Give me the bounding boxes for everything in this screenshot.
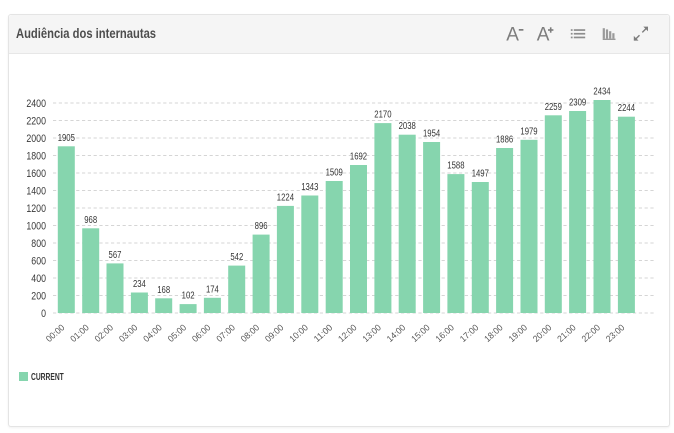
- svg-text:200: 200: [31, 290, 46, 302]
- svg-text:1886: 1886: [496, 135, 514, 146]
- svg-text:234: 234: [133, 279, 146, 290]
- svg-text:10:00: 10:00: [287, 322, 310, 344]
- svg-text:1343: 1343: [301, 182, 319, 193]
- svg-text:03:00: 03:00: [117, 322, 140, 344]
- svg-text:1509: 1509: [326, 168, 344, 179]
- svg-text:1000: 1000: [26, 220, 46, 232]
- svg-text:2200: 2200: [26, 115, 46, 127]
- svg-text:174: 174: [206, 284, 219, 295]
- svg-text:00:00: 00:00: [44, 322, 67, 344]
- svg-text:07:00: 07:00: [214, 322, 237, 344]
- svg-text:06:00: 06:00: [190, 322, 213, 344]
- svg-text:400: 400: [31, 273, 46, 285]
- svg-text:15:00: 15:00: [409, 322, 432, 344]
- svg-text:2400: 2400: [26, 98, 46, 110]
- svg-text:168: 168: [157, 285, 170, 296]
- svg-text:18:00: 18:00: [482, 322, 505, 344]
- svg-text:01:00: 01:00: [68, 322, 91, 344]
- svg-text:1588: 1588: [447, 161, 465, 172]
- svg-text:2000: 2000: [26, 133, 46, 145]
- svg-text:09:00: 09:00: [263, 322, 286, 344]
- svg-text:23:00: 23:00: [604, 322, 627, 344]
- svg-text:1954: 1954: [423, 129, 441, 140]
- svg-text:A: A: [506, 24, 519, 45]
- svg-text:542: 542: [230, 252, 243, 263]
- svg-text:2309: 2309: [569, 98, 587, 109]
- svg-text:21:00: 21:00: [555, 322, 578, 344]
- svg-text:1979: 1979: [520, 126, 538, 137]
- svg-text:A: A: [537, 24, 550, 45]
- svg-text:22:00: 22:00: [580, 322, 603, 344]
- svg-text:1800: 1800: [26, 150, 46, 162]
- svg-text:14:00: 14:00: [385, 322, 408, 344]
- svg-text:1400: 1400: [26, 185, 46, 197]
- svg-text:1692: 1692: [350, 152, 368, 163]
- svg-text:600: 600: [31, 255, 46, 267]
- svg-text:20:00: 20:00: [531, 322, 554, 344]
- svg-text:896: 896: [255, 221, 268, 232]
- svg-text:800: 800: [31, 238, 46, 250]
- svg-text:04:00: 04:00: [141, 322, 164, 344]
- svg-text:1224: 1224: [277, 192, 295, 203]
- svg-text:2170: 2170: [374, 110, 392, 121]
- svg-text:1200: 1200: [26, 203, 46, 215]
- svg-text:1905: 1905: [58, 133, 76, 144]
- svg-text:05:00: 05:00: [166, 322, 189, 344]
- svg-text:102: 102: [182, 291, 195, 302]
- svg-text:2434: 2434: [593, 87, 611, 98]
- svg-text:2259: 2259: [545, 102, 563, 113]
- svg-text:08:00: 08:00: [239, 322, 262, 344]
- svg-text:2244: 2244: [618, 103, 636, 114]
- svg-text:567: 567: [109, 250, 122, 261]
- svg-text:968: 968: [84, 215, 97, 226]
- svg-text:0: 0: [41, 308, 46, 320]
- svg-text:1600: 1600: [26, 168, 46, 180]
- svg-text:16:00: 16:00: [434, 322, 457, 344]
- svg-text:19:00: 19:00: [507, 322, 530, 344]
- svg-text:2038: 2038: [399, 121, 417, 132]
- svg-text:13:00: 13:00: [361, 322, 384, 344]
- svg-text:02:00: 02:00: [93, 322, 116, 344]
- svg-text:17:00: 17:00: [458, 322, 481, 344]
- svg-text:12:00: 12:00: [336, 322, 359, 344]
- svg-text:1497: 1497: [472, 169, 490, 180]
- svg-text:11:00: 11:00: [312, 322, 335, 344]
